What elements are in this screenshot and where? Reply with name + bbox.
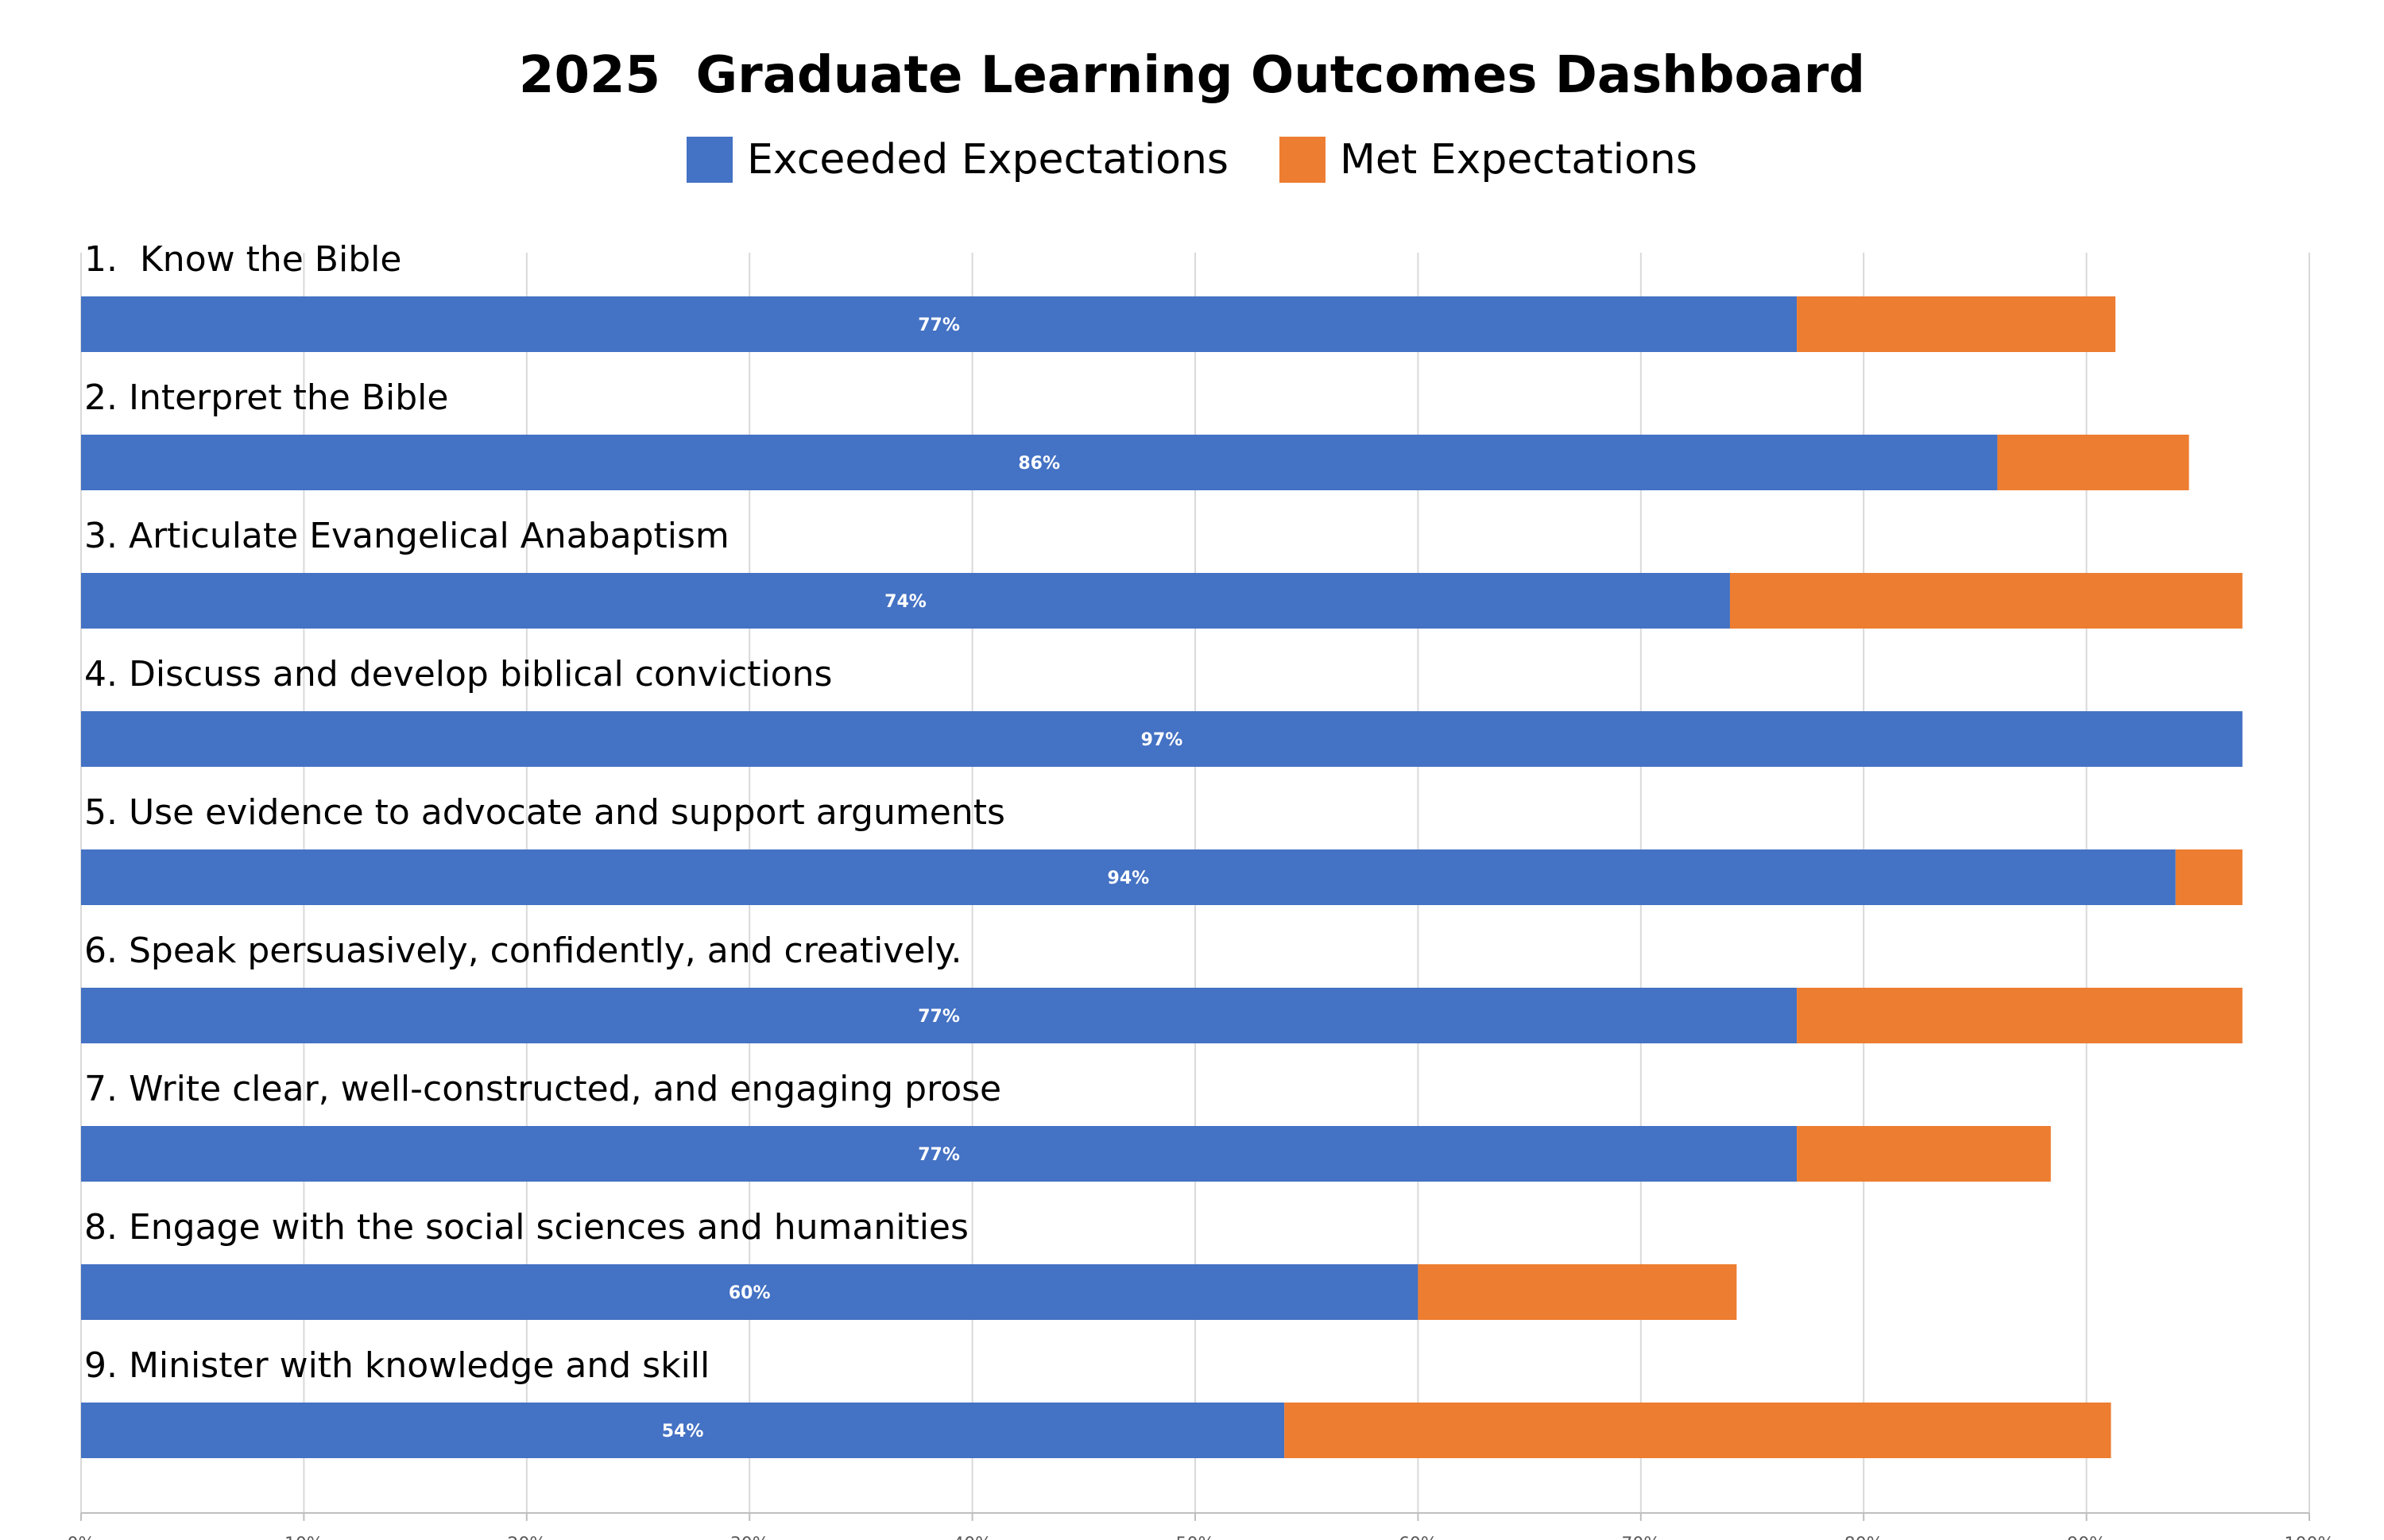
x-tick-label: 60% [1399, 1534, 1438, 1540]
data-label: 77% [918, 1007, 960, 1027]
category-label: 2. Interpret the Bible [84, 377, 448, 418]
category-label: 7. Write clear, well-constructed, and en… [84, 1069, 1001, 1109]
bar-exceeded [81, 435, 1998, 490]
legend-label-exceeded: Exceeded Expectations [747, 136, 1229, 184]
x-tick-label: 30% [730, 1534, 769, 1540]
x-tick-label: 90% [2067, 1534, 2106, 1540]
bar-met [1284, 1403, 2111, 1458]
legend-label-met: Met Expectations [1340, 136, 1697, 184]
bar-met [1797, 1126, 2051, 1182]
category-label: 6. Speak persuasively, confidently, and … [84, 931, 962, 971]
bar-exceeded [81, 1264, 1418, 1320]
data-label: 60% [729, 1283, 771, 1303]
x-tick-label: 40% [953, 1534, 992, 1540]
category-label: 9. Minister with knowledge and skill [84, 1345, 710, 1386]
category-label: 4. Discuss and develop biblical convicti… [84, 654, 832, 695]
data-label: 77% [918, 315, 960, 335]
bar-met [1997, 435, 2189, 490]
data-label: 94% [1108, 869, 1150, 888]
bar-exceeded [81, 296, 1798, 352]
bar-exceeded [81, 988, 1798, 1043]
data-label: 54% [662, 1422, 704, 1441]
bar-exceeded [81, 1403, 1285, 1458]
bar-met [1797, 296, 2116, 352]
bar-exceeded [81, 573, 1730, 629]
legend-item-exceeded: Exceeded Expectations [687, 136, 1229, 184]
x-tick-label: 0% [68, 1534, 95, 1540]
category-label: 5. Use evidence to advocate and support … [84, 792, 1005, 833]
data-label: 97% [1141, 730, 1183, 750]
legend: Exceeded Expectations Met Expectations [0, 132, 2384, 188]
data-label: 74% [884, 592, 927, 612]
category-label: 3. Articulate Evangelical Anabaptism [84, 516, 730, 556]
data-label: 86% [1018, 454, 1060, 474]
legend-swatch-met [1279, 137, 1326, 183]
x-tick-label: 10% [284, 1534, 323, 1540]
chart-title: 2025 Graduate Learning Outcomes Dashboar… [518, 46, 1866, 105]
bar-met [1418, 1264, 1737, 1320]
bar-met [1797, 988, 2243, 1043]
category-label: 1. Know the Bible [84, 239, 401, 280]
bar-met [2175, 849, 2243, 905]
data-label: 77% [918, 1145, 960, 1165]
bar-exceeded [81, 849, 2176, 905]
bar-exceeded [81, 1126, 1798, 1182]
x-tick-label: 70% [1621, 1534, 1660, 1540]
x-tick-label: 50% [1176, 1534, 1215, 1540]
bar-exceeded [81, 711, 2243, 767]
x-tick-label: 80% [1844, 1534, 1883, 1540]
x-tick-label: 20% [507, 1534, 546, 1540]
legend-item-met: Met Expectations [1279, 136, 1697, 184]
category-label: 8. Engage with the social sciences and h… [84, 1207, 969, 1248]
legend-swatch-exceeded [687, 137, 733, 183]
bar-met [1729, 573, 2243, 629]
x-tick-label: 100% [2285, 1534, 2335, 1540]
